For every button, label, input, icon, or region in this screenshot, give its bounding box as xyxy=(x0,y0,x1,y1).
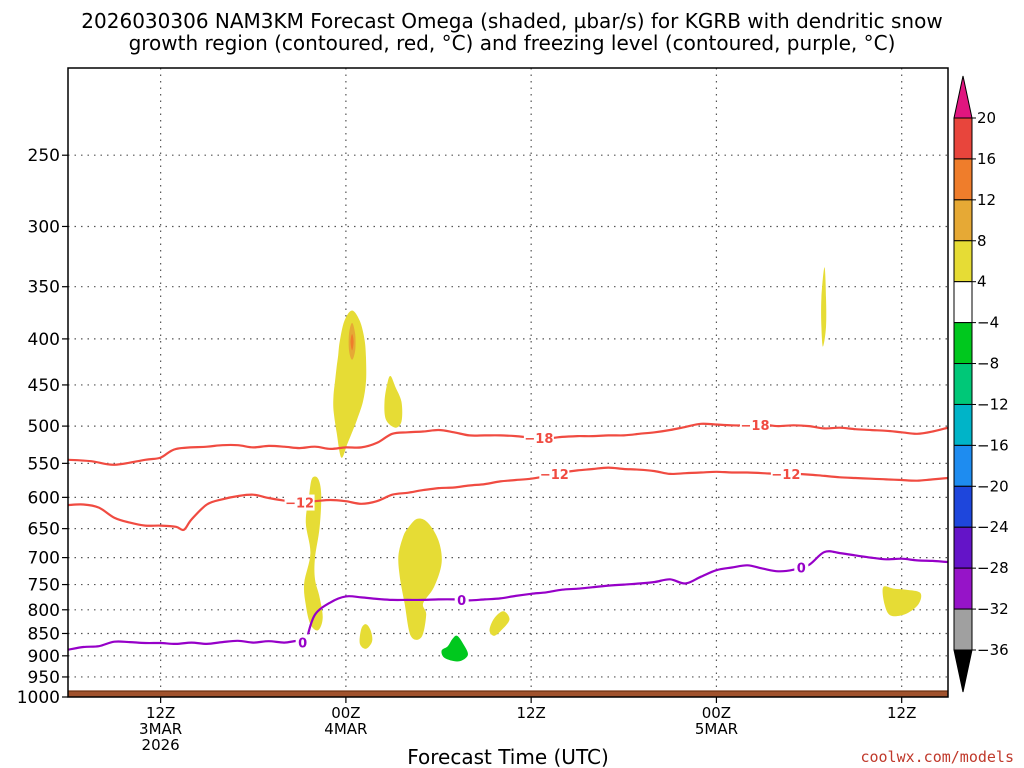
colorbar-label: 20 xyxy=(977,109,996,127)
time-tick-label: 4MAR xyxy=(324,720,367,738)
colorbar-segment xyxy=(953,526,973,569)
time-tick-label: 5MAR xyxy=(695,720,738,738)
pressure-tick-label: 250 xyxy=(28,146,60,166)
omega-shaded-region xyxy=(384,375,403,428)
terrain-surface xyxy=(68,690,948,697)
colorbar-segment xyxy=(953,363,973,405)
omega-shaded-region xyxy=(333,310,367,458)
plot-background xyxy=(68,68,948,697)
ground-fill xyxy=(68,691,948,697)
colorbar-label: −28 xyxy=(977,559,1009,577)
omega-shaded-region xyxy=(882,586,922,617)
omega-shaded-region xyxy=(398,518,442,640)
colorbar-label: −12 xyxy=(977,395,1009,413)
pressure-tick-label: 600 xyxy=(28,488,60,508)
colorbar-segment xyxy=(953,444,973,487)
colorbar-segment xyxy=(953,240,973,283)
time-tick-label: 2026 xyxy=(142,736,180,754)
omega-shaded-region xyxy=(303,476,323,631)
contour-label-bg xyxy=(539,466,570,483)
pressure-tick-label: 900 xyxy=(28,647,60,667)
omega-shaded-region xyxy=(350,334,354,351)
title-line: 2026030306 NAM3KM Forecast Omega (shaded… xyxy=(81,9,942,33)
contour-label: −12 xyxy=(540,468,569,483)
colorbar-segment xyxy=(953,117,973,160)
chart-title: 2026030306 NAM3KM Forecast Omega (shaded… xyxy=(81,9,942,55)
contour-label: −12 xyxy=(771,468,800,483)
time-tick-label: 12Z xyxy=(516,704,545,722)
omega-shading xyxy=(303,267,922,662)
contour-label: 0 xyxy=(298,636,307,651)
colorbar-label: 4 xyxy=(977,273,987,291)
pressure-tick-label: 700 xyxy=(28,549,60,569)
contour-label: 0 xyxy=(457,594,466,609)
credit-label: coolwx.com/models xyxy=(860,748,1014,766)
omega-colorbar: 20 16 12 8 4 −4 −8 −12 −16 −20 −24 −28 −32 −36 xyxy=(953,75,1009,693)
pressure-tick-label: 450 xyxy=(28,376,60,396)
pressure-axis: 250 300 350 400 450 500 550 600 650 700 750 800 850 9… xyxy=(17,146,68,708)
contour-label-bg xyxy=(794,559,809,576)
colorbar-label: −8 xyxy=(977,355,999,373)
pressure-tick-label: 350 xyxy=(28,278,60,298)
colorbar-segment xyxy=(953,567,973,610)
colorbar-label: −36 xyxy=(977,641,1009,659)
colorbar-segment xyxy=(953,158,973,201)
time-tick-label: 12Z xyxy=(887,704,916,722)
colorbar-label: 8 xyxy=(977,232,987,250)
contour-label: −18 xyxy=(741,419,770,434)
temperature-contours: −18 −18 −12 −12 −12 0 0 0 xyxy=(68,416,948,651)
x-axis-label: Forecast Time (UTC) xyxy=(407,745,609,768)
time-tick-label: 00Z xyxy=(702,704,731,722)
plot-frame xyxy=(67,67,949,698)
contour-label-bg xyxy=(523,430,554,447)
colorbar-label: 12 xyxy=(977,191,996,209)
pressure-tick-label: 1000 xyxy=(17,688,60,708)
colorbar-segment xyxy=(953,403,973,446)
colorbar-segment xyxy=(953,608,973,651)
contour-label-bg xyxy=(454,591,469,608)
pressure-tick-label: 300 xyxy=(28,217,60,237)
colorbar-label: −24 xyxy=(977,518,1009,536)
contour-label-bg xyxy=(284,494,315,511)
time-tick-label: 00Z xyxy=(331,704,360,722)
colorbar-label: −16 xyxy=(977,436,1009,454)
colorbar-segment xyxy=(953,199,973,242)
colorbar-bottom-extend xyxy=(953,649,973,693)
pressure-tick-label: 800 xyxy=(28,601,60,621)
colorbar-segment xyxy=(953,322,973,365)
pressure-tick-label: 500 xyxy=(28,417,60,437)
colorbar-label: −4 xyxy=(977,314,999,332)
omega-shaded-region xyxy=(821,267,827,347)
colorbar-label: −32 xyxy=(977,600,1009,618)
omega-shaded-region xyxy=(359,624,373,649)
pressure-tick-label: 650 xyxy=(28,520,60,540)
contour-label-bg xyxy=(770,465,801,482)
contour-label-bg xyxy=(295,634,310,651)
pressure-tick-label: 850 xyxy=(28,624,60,644)
time-tick-label: 3MAR xyxy=(139,720,182,738)
pressure-tick-label: 400 xyxy=(28,330,60,350)
colorbar-top-extend xyxy=(953,75,973,119)
colorbar-label: 16 xyxy=(977,150,996,168)
colorbar-label: −20 xyxy=(977,477,1009,495)
title-line: growth region (contoured, red, °C) and f… xyxy=(129,31,896,55)
contour-label: −12 xyxy=(285,497,314,512)
colorbar-segment xyxy=(953,485,973,528)
contour-label-bg xyxy=(740,416,771,433)
omega-shaded-region xyxy=(489,611,510,636)
pressure-tick-label: 950 xyxy=(28,668,60,688)
gridlines xyxy=(68,68,948,697)
contour-label: 0 xyxy=(797,561,806,576)
colorbar-segment xyxy=(953,281,973,324)
pressure-tick-label: 550 xyxy=(28,454,60,474)
pressure-tick-label: 750 xyxy=(28,576,60,596)
omega-shaded-region xyxy=(441,635,468,662)
time-tick-label: 12Z xyxy=(146,704,175,722)
contour-label: −18 xyxy=(524,432,553,447)
